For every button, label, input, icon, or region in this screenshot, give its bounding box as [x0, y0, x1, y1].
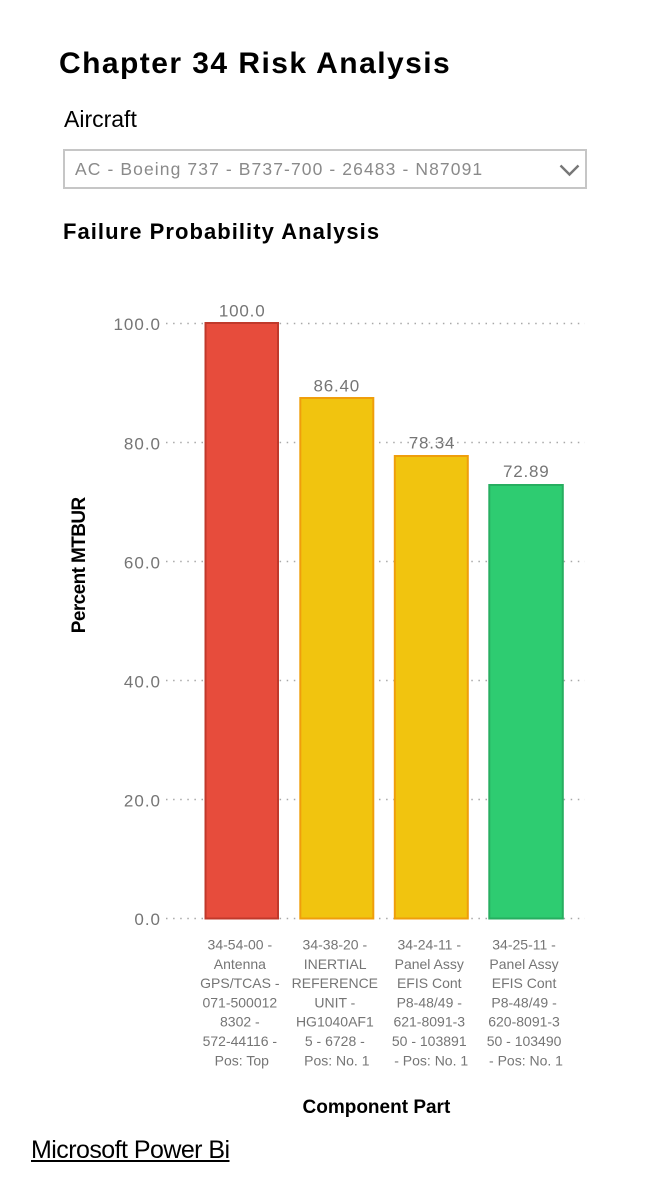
svg-text:72.89: 72.89: [503, 462, 550, 481]
svg-text:34-38-20 - INERTIAL: 34-38-20 - INERTIAL REFERENCE UNIT - HG1…: [292, 937, 382, 1069]
svg-text:34-25-11 - Panel Assy: 34-25-11 - Panel Assy EFIS Cont P8-48/49…: [487, 937, 566, 1069]
svg-text:34-54-00 - Antenna: 34-54-00 - Antenna GPS/TCAS - 071-500012…: [200, 937, 283, 1069]
svg-text:Percent MTBUR: Percent MTBUR: [69, 497, 90, 634]
svg-text:86.40: 86.40: [314, 376, 361, 395]
svg-text:60.0: 60.0: [124, 554, 161, 573]
svg-text:100.0: 100.0: [113, 315, 161, 334]
svg-text:80.0: 80.0: [124, 435, 161, 454]
svg-text:78.34: 78.34: [409, 433, 456, 452]
svg-text:20.0: 20.0: [124, 792, 161, 811]
svg-text:40.0: 40.0: [124, 673, 161, 692]
svg-text:100.0: 100.0: [219, 302, 266, 321]
svg-text:Component Part: Component Part: [303, 1097, 451, 1118]
svg-text:0.0: 0.0: [134, 910, 161, 929]
svg-text:34-24-11 - Panel Assy: 34-24-11 - Panel Assy EFIS Cont P8-48/49…: [392, 937, 471, 1069]
